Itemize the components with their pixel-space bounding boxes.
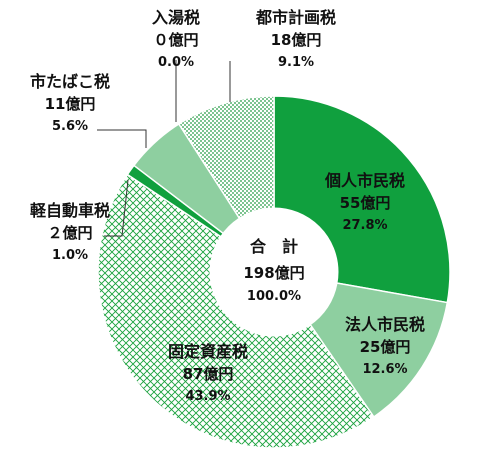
center-total-amount: 198億円 [243,264,304,282]
leader-line-1 [104,179,129,237]
slice-3-percent: 1.0% [52,248,88,263]
slice-2-percent: 43.9% [185,389,230,404]
leader-lines [97,60,231,237]
slice-labels: 個人市民税 55億円 27.8% 法人市民税 25億円 12.6% 固定資産税 87億円 43.… [30,8,425,404]
slice-5-label: 入湯税 [152,8,200,27]
center-total-percent: 100.0% [247,289,301,304]
slice-1-amount: 25億円 [360,338,411,356]
slice-6-percent: 9.1% [278,55,314,70]
slice-5-amount: ０億円 [153,31,198,49]
slice-1-label: 法人市民税 [345,315,425,334]
slice-4-label: 市たばこ税 [30,72,110,91]
slice-4-amount: 11億円 [45,95,96,113]
slice-0-amount: 55億円 [340,194,391,212]
leader-line-0 [97,129,147,148]
center-hole [209,207,339,337]
center-total-label: 合 計 [250,237,298,256]
slice-0-percent: 27.8% [342,218,387,233]
slice-5-percent: 0.0% [158,55,194,70]
slice-6-label: 都市計画税 [255,8,336,27]
slice-0-label: 個人市民税 [324,171,405,190]
slice-3-label: 軽自動車税 [30,201,110,220]
slice-4-percent: 5.6% [52,119,88,134]
slice-3-amount: ２億円 [47,224,92,242]
slice-1-percent: 12.6% [362,362,407,377]
slice-6-amount: 18億円 [271,31,322,49]
slice-2-amount: 87億円 [183,365,234,383]
slice-2-label: 固定資産税 [168,342,248,361]
